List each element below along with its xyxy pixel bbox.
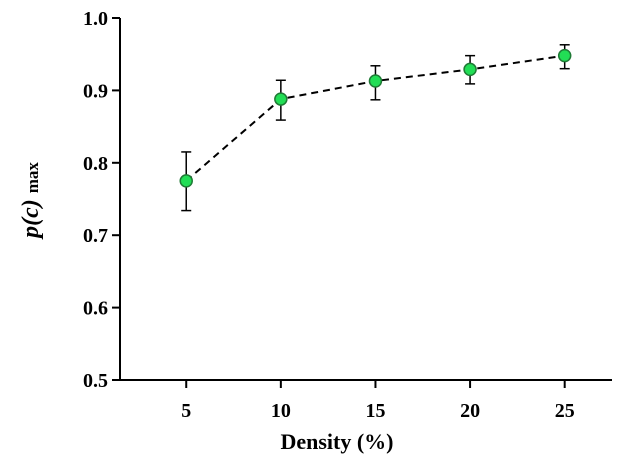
x-tick-label: 15: [365, 400, 385, 422]
y-axis-title: p(c) max: [18, 162, 44, 240]
y-axis-title-main: p(c): [18, 199, 44, 240]
data-point: [557, 48, 572, 63]
data-point: [179, 174, 193, 188]
y-axis-title-subscript: max: [23, 162, 42, 194]
data-point: [463, 62, 477, 77]
x-ticks: 5 10 15 20 25: [181, 380, 575, 422]
x-tick-label: 25: [555, 400, 575, 422]
y-tick-label: 0.8: [83, 153, 108, 175]
x-tick-label: 10: [271, 400, 291, 422]
y-tick-label: 1.0: [83, 8, 108, 30]
y-ticks: 0.5 0.6 0.7 0.8 0.9 1.0: [83, 8, 120, 392]
axes: 0.5 0.6 0.7 0.8 0.9 1.0 5 10 15 20 25: [83, 8, 612, 422]
x-tick-label: 20: [460, 400, 480, 422]
y-tick-label: 0.6: [83, 298, 108, 320]
data-point: [274, 92, 288, 106]
y-tick-label: 0.7: [83, 225, 108, 247]
y-tick-label: 0.9: [83, 80, 108, 102]
x-axis-title: Density (%): [280, 429, 393, 454]
data-point: [368, 74, 383, 88]
plot-area: [179, 44, 572, 212]
x-tick-label: 5: [181, 400, 191, 422]
y-tick-label: 0.5: [83, 370, 108, 392]
